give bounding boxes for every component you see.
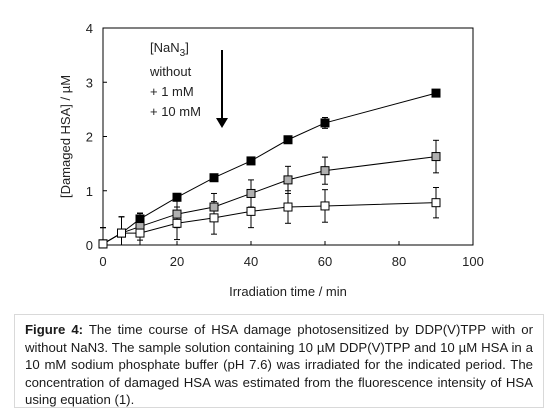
x-tick-label: 40 [244, 254, 258, 269]
data-point [117, 228, 126, 238]
data-point [209, 213, 219, 223]
chart-area: 0 20 40 60 80 100 0 1 2 3 4 Irradiation time / min [… [58, 21, 484, 299]
x-tick-label: 100 [462, 254, 484, 269]
data-point [320, 166, 330, 176]
y-tick-label: 2 [86, 130, 93, 145]
data-point [246, 156, 256, 166]
data-point [246, 206, 256, 216]
data-point [98, 239, 108, 249]
legend-entry: without [149, 64, 192, 79]
data-point [283, 135, 293, 145]
y-tick-label: 3 [86, 75, 93, 90]
data-point [431, 152, 441, 162]
legend-title: [NaN3] [150, 40, 189, 59]
data-point [209, 173, 219, 183]
figure-caption: Figure 4: The time course of HSA damage … [14, 314, 544, 408]
x-tick-label: 0 [99, 254, 106, 269]
legend-entry: + 10 mM [150, 104, 201, 119]
caption-label: Figure 4: [25, 322, 84, 337]
x-tick-label: 80 [392, 254, 406, 269]
series-line [102, 202, 437, 245]
data-point [209, 202, 219, 212]
data-point [172, 209, 182, 219]
y-axis-label: [Damaged HSA] / µM [58, 75, 73, 198]
data-point [172, 218, 182, 228]
data-point [135, 214, 145, 224]
chart-svg: 0 20 40 60 80 100 0 1 2 3 4 Irradiation time / min [… [58, 21, 484, 299]
data-point [246, 188, 256, 198]
caption-text: The time course of HSA damage photosensi… [25, 322, 534, 407]
data-point [283, 202, 293, 212]
x-tick-label: 20 [170, 254, 184, 269]
legend-arrow-head [216, 118, 228, 128]
data-point [135, 228, 145, 238]
data-point [283, 175, 293, 185]
x-tick-label: 60 [318, 254, 332, 269]
data-point [431, 88, 441, 98]
data-point [320, 201, 330, 211]
y-tick-label: 0 [86, 238, 93, 253]
y-tick-label: 4 [86, 21, 93, 36]
y-tick-label: 1 [86, 184, 93, 199]
series-line [102, 156, 437, 245]
data-point [431, 198, 441, 208]
data-point [320, 118, 330, 128]
legend-entry: + 1 mM [150, 84, 194, 99]
x-axis-label: Irradiation time / min [229, 284, 347, 299]
data-point [172, 192, 182, 202]
